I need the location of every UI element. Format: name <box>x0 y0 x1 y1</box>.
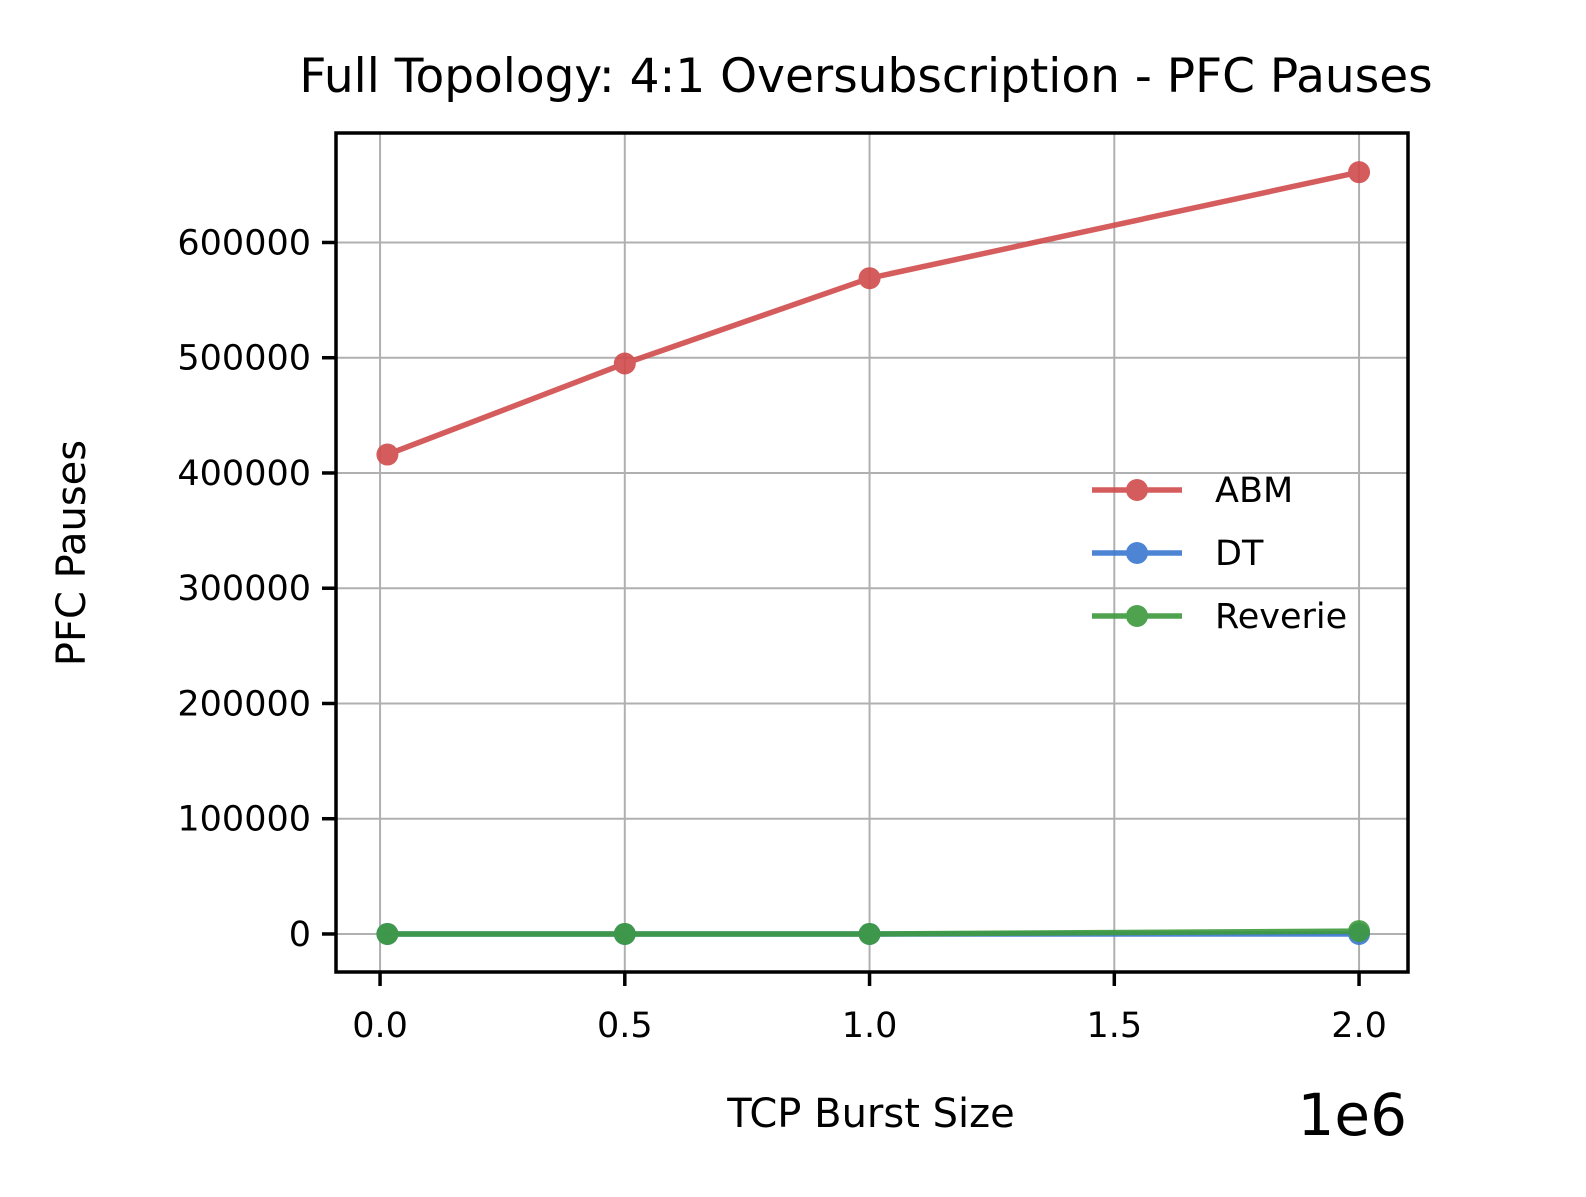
x-tick-label: 0.0 <box>352 1006 408 1046</box>
legend-label-abm: ABM <box>1215 471 1293 511</box>
legend-marker-abm <box>1126 479 1148 501</box>
data-point-reverie <box>1348 920 1371 943</box>
data-point-reverie <box>858 922 881 945</box>
legend-item-abm <box>1092 479 1182 501</box>
x-tick-label: 2.0 <box>1331 1006 1387 1046</box>
plot-frame <box>334 131 1410 974</box>
series-abm <box>376 161 1371 466</box>
x-tick-label: 1.5 <box>1086 1006 1142 1046</box>
series-layer <box>376 161 1371 945</box>
legend: ABM DT Reverie <box>1092 471 1347 637</box>
data-point-abm <box>1348 161 1371 184</box>
x-tick-label: 1.0 <box>842 1006 898 1046</box>
series-line-abm <box>386 169 1360 458</box>
legend-marker-dt <box>1126 542 1148 564</box>
y-tick-label: 300000 <box>177 569 311 609</box>
x-axis-offset-label: 1e6 <box>1298 1081 1408 1149</box>
legend-item-reverie <box>1092 605 1182 627</box>
data-point-abm <box>613 352 636 375</box>
y-tick-label: 200000 <box>177 684 311 724</box>
x-axis-label: TCP Burst Size <box>726 1091 1014 1137</box>
data-point-reverie <box>613 922 636 945</box>
y-tick-label: 100000 <box>177 800 311 840</box>
axis-ticks: 0.0 0.5 1.0 1.5 2.0 0 100000 200000 300000 400000… <box>177 223 1386 1046</box>
y-axis-label: PFC Pauses <box>49 440 95 666</box>
x-tick-label: 0.5 <box>597 1006 653 1046</box>
data-point-abm <box>858 267 881 290</box>
chart-title: Full Topology: 4:1 Oversubscription - PF… <box>299 49 1432 104</box>
y-tick-label: 500000 <box>177 339 311 379</box>
y-tick-label: 0 <box>289 915 311 955</box>
y-tick-label: 400000 <box>177 454 311 494</box>
legend-label-dt: DT <box>1215 534 1264 574</box>
legend-marker-reverie <box>1126 605 1148 627</box>
data-point-reverie <box>376 922 399 945</box>
series-reverie <box>376 920 1371 945</box>
series-line-reverie <box>387 928 1360 937</box>
legend-label-reverie: Reverie <box>1215 597 1347 637</box>
y-tick-label: 600000 <box>177 223 311 263</box>
legend-item-dt <box>1092 542 1182 564</box>
data-point-abm <box>376 443 399 466</box>
